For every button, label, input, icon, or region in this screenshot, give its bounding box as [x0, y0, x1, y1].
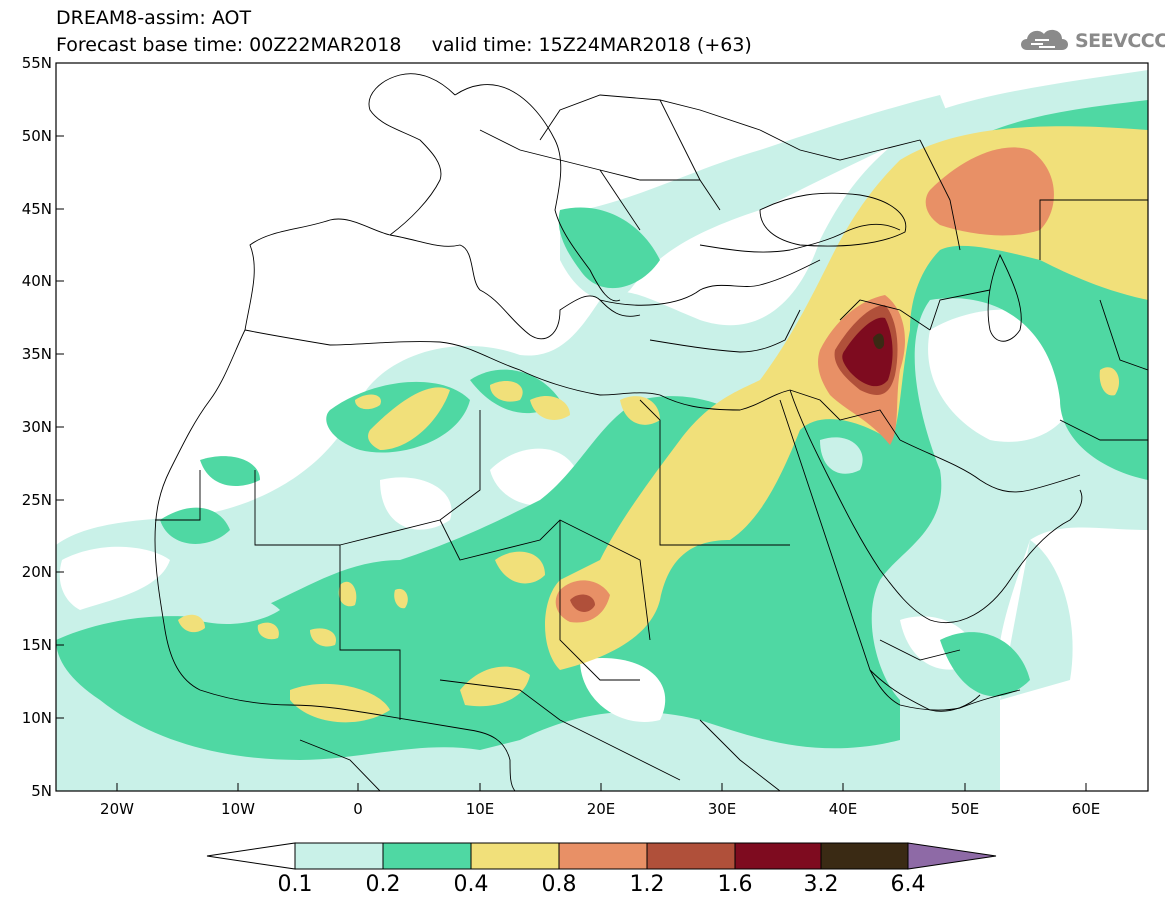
lat-label: 55N: [21, 54, 52, 72]
lat-label: 5N: [31, 782, 52, 800]
colorbar-label: 3.2: [803, 872, 839, 897]
lon-label: 30E: [707, 800, 737, 818]
lon-label: 10E: [465, 800, 495, 818]
colorbar-label: 1.2: [629, 872, 665, 897]
coastlines-borders: [154, 73, 1148, 791]
axis-ticks: [56, 62, 1087, 791]
lat-label: 45N: [21, 200, 52, 218]
map-subtitle: Forecast base time: 00Z22MAR2018 valid t…: [56, 34, 752, 56]
colorbar-label: 1.6: [717, 872, 753, 897]
logo-text: SEEVCCC: [1075, 30, 1165, 52]
lon-label: 50E: [950, 800, 980, 818]
lat-label: 40N: [21, 272, 52, 290]
lat-label: 10N: [21, 709, 52, 727]
lat-label: 20N: [21, 563, 52, 581]
lat-label: 25N: [21, 491, 52, 509]
lat-label: 15N: [21, 636, 52, 654]
cloud-logo-icon: [1021, 29, 1068, 50]
colorbar-under-arrow: [206, 842, 296, 870]
lat-label: 30N: [21, 418, 52, 436]
aot-contours: [56, 70, 1148, 791]
lon-label: 40E: [828, 800, 858, 818]
colorbar: [206, 842, 997, 870]
colorbar-over-arrow: [907, 842, 997, 870]
map-title: DREAM8-assim: AOT: [56, 7, 252, 29]
colorbar-label: 0.2: [365, 872, 401, 897]
lat-label: 35N: [21, 345, 52, 363]
lon-label: 20E: [586, 800, 616, 818]
lat-label: 50N: [21, 127, 52, 145]
colorbar-label: 0.1: [277, 872, 313, 897]
colorbar-label: 0.4: [453, 872, 489, 897]
colorbar-label: 6.4: [890, 872, 926, 897]
lon-label: 10W: [221, 800, 255, 818]
lon-label: 20W: [100, 800, 134, 818]
colorbar-label: 0.8: [541, 872, 577, 897]
lon-label: 60E: [1071, 800, 1101, 818]
lon-label: 0: [353, 800, 363, 818]
